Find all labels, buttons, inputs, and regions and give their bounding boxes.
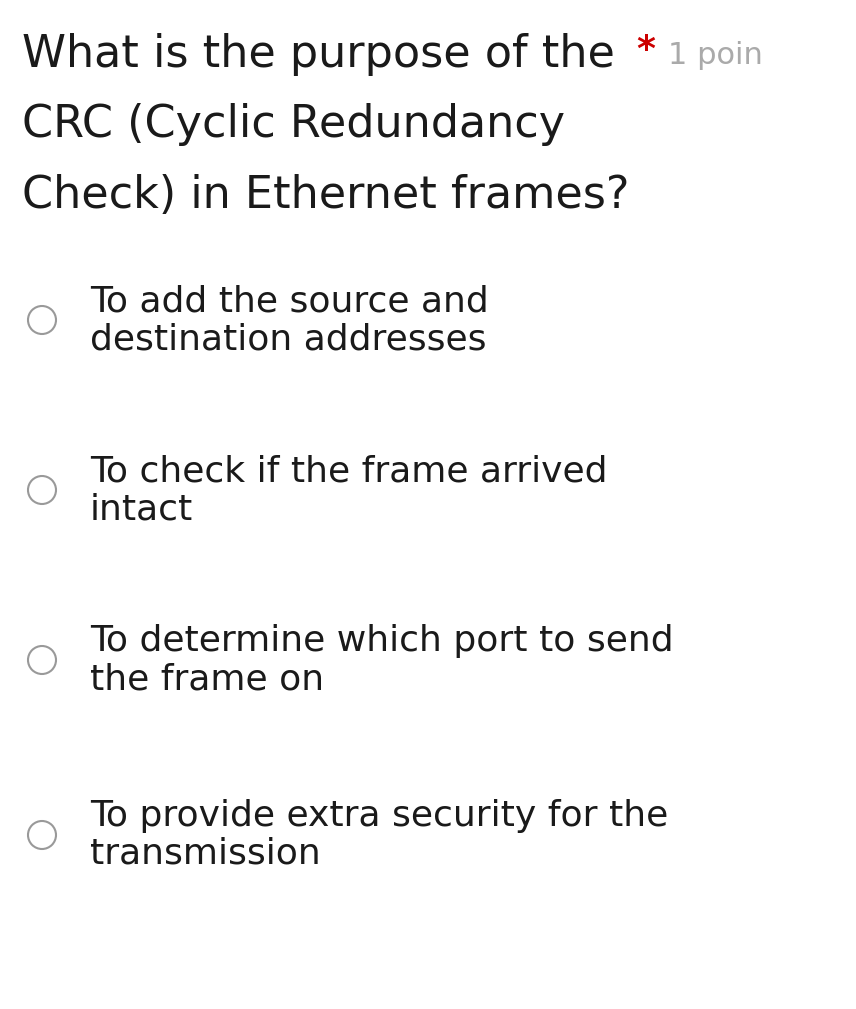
Text: To check if the frame arrived: To check if the frame arrived — [90, 454, 608, 488]
Text: To provide extra security for the: To provide extra security for the — [90, 799, 669, 833]
Text: To determine which port to send: To determine which port to send — [90, 624, 674, 658]
Text: What is the purpose of the: What is the purpose of the — [22, 33, 615, 77]
Text: *: * — [636, 33, 655, 67]
Text: the frame on: the frame on — [90, 662, 324, 696]
Text: 1 poin: 1 poin — [668, 40, 763, 70]
Text: CRC (Cyclic Redundancy: CRC (Cyclic Redundancy — [22, 104, 565, 146]
Text: Check) in Ethernet frames?: Check) in Ethernet frames? — [22, 174, 629, 217]
Text: To add the source and: To add the source and — [90, 284, 489, 318]
Text: destination addresses: destination addresses — [90, 322, 486, 356]
Text: intact: intact — [90, 492, 193, 526]
Text: transmission: transmission — [90, 837, 321, 871]
